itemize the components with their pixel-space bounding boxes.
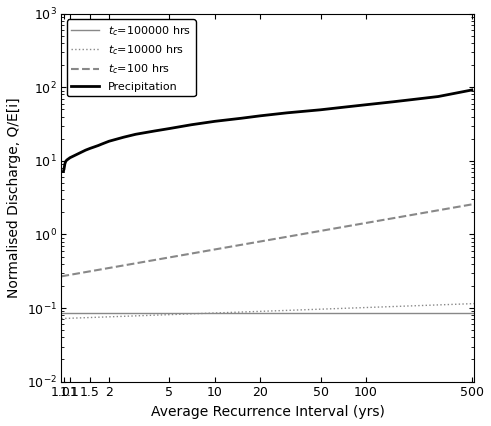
Precipitation <box>61 167 67 172</box>
Precipitation <box>61 167 67 172</box>
Precipitation <box>68 155 74 160</box>
Precipitation <box>61 167 67 173</box>
Precipitation <box>409 97 414 102</box>
Precipitation <box>63 159 69 164</box>
Precipitation <box>62 161 68 166</box>
Precipitation <box>64 158 70 163</box>
Y-axis label: Normalised Discharge, Q/E[i]: Normalised Discharge, Q/E[i] <box>7 98 21 298</box>
Precipitation <box>239 116 245 121</box>
Precipitation <box>212 119 218 124</box>
Precipitation <box>284 110 290 115</box>
Precipitation <box>318 107 324 112</box>
X-axis label: Average Recurrence Interval (yrs): Average Recurrence Interval (yrs) <box>151 405 385 419</box>
Precipitation <box>66 156 72 161</box>
Precipitation <box>62 160 68 165</box>
Precipitation <box>63 158 69 164</box>
Precipitation <box>61 166 67 171</box>
Precipitation <box>61 164 67 169</box>
Precipitation <box>62 162 68 167</box>
Precipitation <box>87 146 93 151</box>
Precipitation <box>62 163 68 168</box>
Precipitation <box>99 141 105 147</box>
Precipitation <box>133 132 138 137</box>
Precipitation <box>60 169 66 174</box>
Legend: $t_c$=100000 hrs, $t_c$=10000 hrs, $t_c$=100 hrs, Precipitation: $t_c$=100000 hrs, $t_c$=10000 hrs, $t_c$… <box>67 19 196 96</box>
Precipitation <box>106 139 112 144</box>
Precipitation <box>61 168 67 173</box>
Precipitation <box>390 99 396 104</box>
Precipitation <box>61 165 67 170</box>
Precipitation <box>91 144 97 150</box>
Precipitation <box>65 157 71 162</box>
Precipitation <box>436 94 441 99</box>
Precipitation <box>121 135 127 140</box>
Precipitation <box>340 105 346 110</box>
Precipitation <box>189 122 194 127</box>
Precipitation <box>166 126 172 131</box>
Precipitation <box>75 151 81 156</box>
Precipitation <box>152 128 158 133</box>
Precipitation <box>363 102 369 107</box>
Line: Precipitation: Precipitation <box>63 90 472 171</box>
Precipitation <box>70 154 76 159</box>
Precipitation <box>82 147 88 153</box>
Precipitation <box>66 156 72 161</box>
Precipitation <box>95 143 101 148</box>
Precipitation <box>257 113 263 118</box>
Precipitation <box>64 157 70 162</box>
Precipitation <box>469 87 475 92</box>
Precipitation <box>78 150 83 155</box>
Precipitation <box>73 153 79 158</box>
Precipitation <box>67 155 73 161</box>
